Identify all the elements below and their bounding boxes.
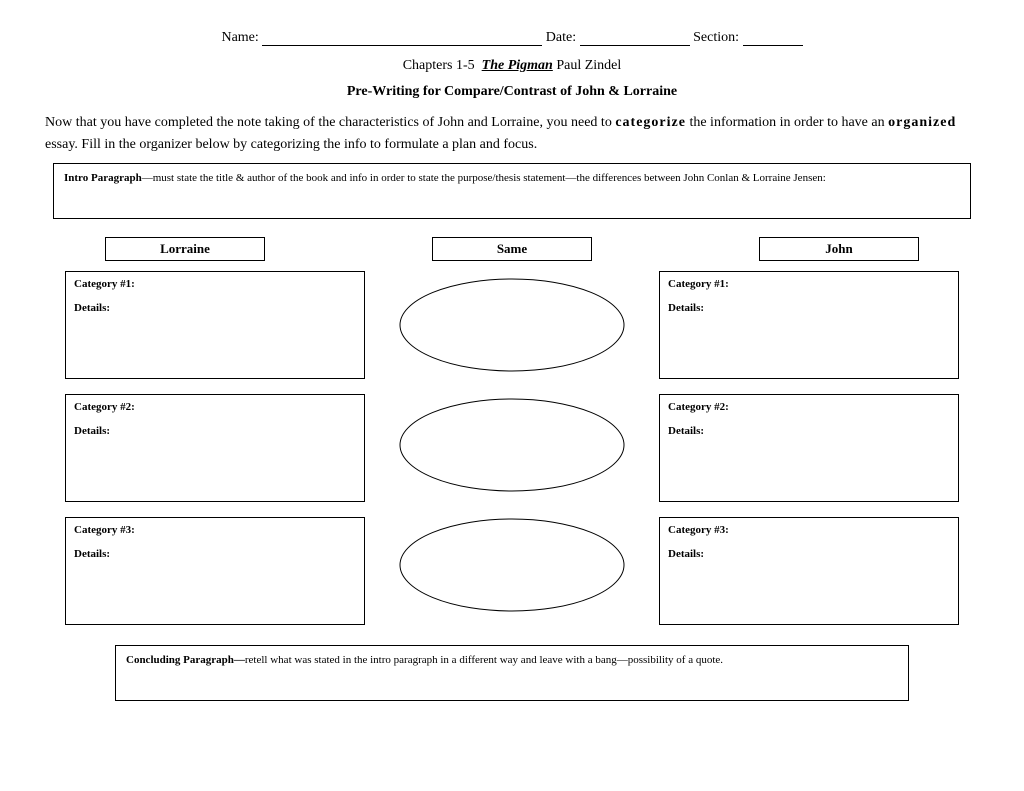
lorraine-cat1[interactable]: Category #1: Details: — [65, 271, 365, 379]
details-label: Details: — [668, 425, 704, 437]
concluding-label: Concluding Paragraph— — [126, 654, 245, 666]
instr-word1: categorize — [615, 115, 686, 130]
john-cat2[interactable]: Category #2: Details: — [659, 394, 959, 502]
john-cat1[interactable]: Category #1: Details: — [659, 271, 959, 379]
details-label: Details: — [74, 302, 110, 314]
intro-label: Intro Paragraph — [64, 172, 142, 184]
instructions: Now that you have completed the note tak… — [45, 112, 979, 157]
details-label: Details: — [74, 548, 110, 560]
name-blank[interactable] — [262, 45, 542, 46]
lorraine-cat2[interactable]: Category #2: Details: — [65, 394, 365, 502]
cat1-label: Category #1: — [668, 278, 950, 290]
instr-part1: Now that you have completed the note tak… — [45, 115, 615, 130]
same-oval-3[interactable] — [397, 515, 627, 615]
instr-word2: organized — [888, 115, 956, 130]
instr-part2: the information in order to have an — [686, 115, 888, 130]
same-column — [397, 271, 627, 625]
cat3-label: Category #3: — [74, 524, 356, 536]
cat2-label: Category #2: — [74, 401, 356, 413]
john-cat3[interactable]: Category #3: Details: — [659, 517, 959, 625]
main-title: Pre-Writing for Compare/Contrast of John… — [45, 84, 979, 100]
header-fields: Name: Date: Section: — [45, 30, 979, 46]
lorraine-column: Category #1: Details: Category #2: Detai… — [65, 271, 365, 625]
intro-text: —must state the title & author of the bo… — [142, 172, 826, 184]
section-label: Section: — [693, 30, 739, 45]
section-blank[interactable] — [743, 45, 803, 46]
cat1-label: Category #1: — [74, 278, 356, 290]
same-oval-2[interactable] — [397, 395, 627, 495]
col-header-same: Same — [432, 237, 592, 261]
column-headers: Lorraine Same John — [45, 237, 979, 261]
cat2-label: Category #2: — [668, 401, 950, 413]
col-header-john: John — [759, 237, 919, 261]
col-header-lorraine: Lorraine — [105, 237, 265, 261]
date-label: Date: — [546, 30, 576, 45]
concluding-paragraph-box[interactable]: Concluding Paragraph—retell what was sta… — [115, 645, 909, 701]
author-text: Paul Zindel — [556, 58, 621, 73]
details-label: Details: — [668, 302, 704, 314]
lorraine-cat3[interactable]: Category #3: Details: — [65, 517, 365, 625]
subtitle: Chapters 1-5 The Pigman Paul Zindel — [45, 58, 979, 74]
details-label: Details: — [74, 425, 110, 437]
same-oval-1[interactable] — [397, 275, 627, 375]
book-title: The Pigman — [482, 58, 553, 73]
cat3-label: Category #3: — [668, 524, 950, 536]
organizer-grid: Category #1: Details: Category #2: Detai… — [45, 271, 979, 625]
concluding-text: retell what was stated in the intro para… — [245, 654, 723, 666]
instr-part3: essay. Fill in the organizer below by ca… — [45, 137, 537, 152]
name-label: Name: — [221, 30, 258, 45]
chapters-text: Chapters 1-5 — [403, 58, 475, 73]
intro-paragraph-box[interactable]: Intro Paragraph—must state the title & a… — [53, 163, 971, 219]
details-label: Details: — [668, 548, 704, 560]
date-blank[interactable] — [580, 45, 690, 46]
john-column: Category #1: Details: Category #2: Detai… — [659, 271, 959, 625]
